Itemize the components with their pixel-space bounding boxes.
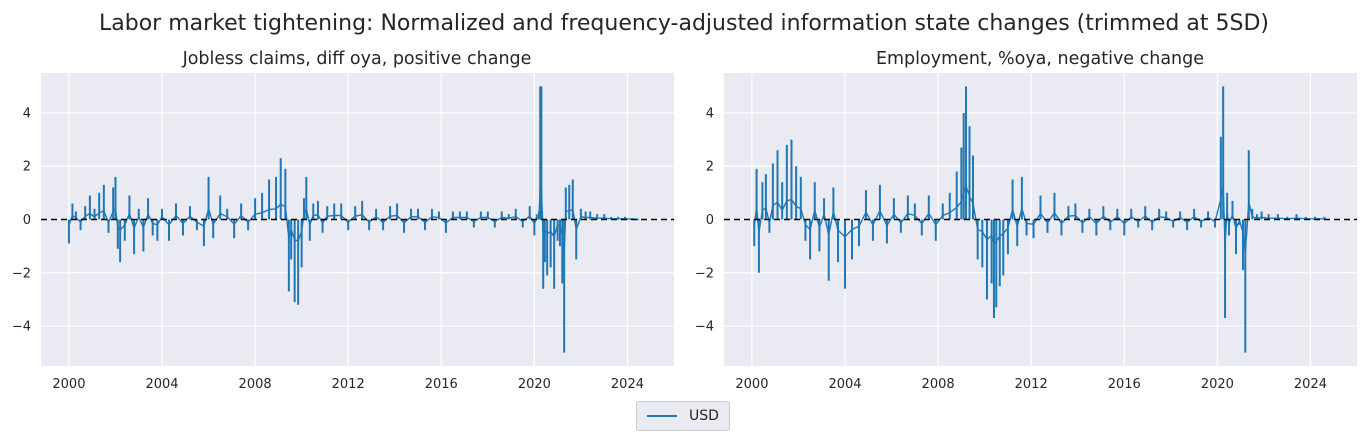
y-tick-label: 4 <box>706 106 714 121</box>
x-tick-label: 2000 <box>52 377 85 392</box>
series-usd <box>753 86 1326 353</box>
x-tick-label: 2012 <box>1015 377 1048 392</box>
x-tick-label: 2004 <box>828 377 861 392</box>
legend-swatch <box>647 415 677 417</box>
x-tick-label: 2008 <box>922 377 955 392</box>
y-tick-label: −4 <box>12 320 31 335</box>
y-tick-label: −2 <box>12 266 31 281</box>
x-tick-label: 2016 <box>425 377 458 392</box>
x-tick-label: 2008 <box>239 377 272 392</box>
chart-panel-jobless-claims: Jobless claims, diff oya, positive chang… <box>12 49 674 392</box>
y-tick-label: 0 <box>23 213 31 228</box>
y-tick-label: 0 <box>706 213 714 228</box>
chart-title: Employment, %oya, negative change <box>876 49 1204 69</box>
chart-title: Jobless claims, diff oya, positive chang… <box>182 49 532 69</box>
x-tick-label: 2004 <box>145 377 178 392</box>
figure-title: Labor market tightening: Normalized and … <box>99 11 1269 36</box>
x-tick-label: 2000 <box>735 377 768 392</box>
x-tick-label: 2012 <box>332 377 365 392</box>
x-tick-label: 2020 <box>518 377 551 392</box>
x-tick-label: 2020 <box>1201 377 1234 392</box>
y-tick-label: 4 <box>23 106 31 121</box>
y-tick-label: 2 <box>706 160 714 175</box>
y-tick-label: 2 <box>23 160 31 175</box>
legend: USD <box>636 401 730 431</box>
y-tick-label: −2 <box>695 266 714 281</box>
chart-panel-employment: Employment, %oya, negative change 2000 20… <box>695 49 1357 392</box>
x-tick-label: 2016 <box>1108 377 1141 392</box>
legend-label: USD <box>689 408 719 424</box>
series-line <box>753 184 1325 253</box>
y-tick-label: −4 <box>695 320 714 335</box>
x-tick-label: 2024 <box>611 377 644 392</box>
x-tick-label: 2024 <box>1294 377 1327 392</box>
series-line <box>68 185 640 253</box>
